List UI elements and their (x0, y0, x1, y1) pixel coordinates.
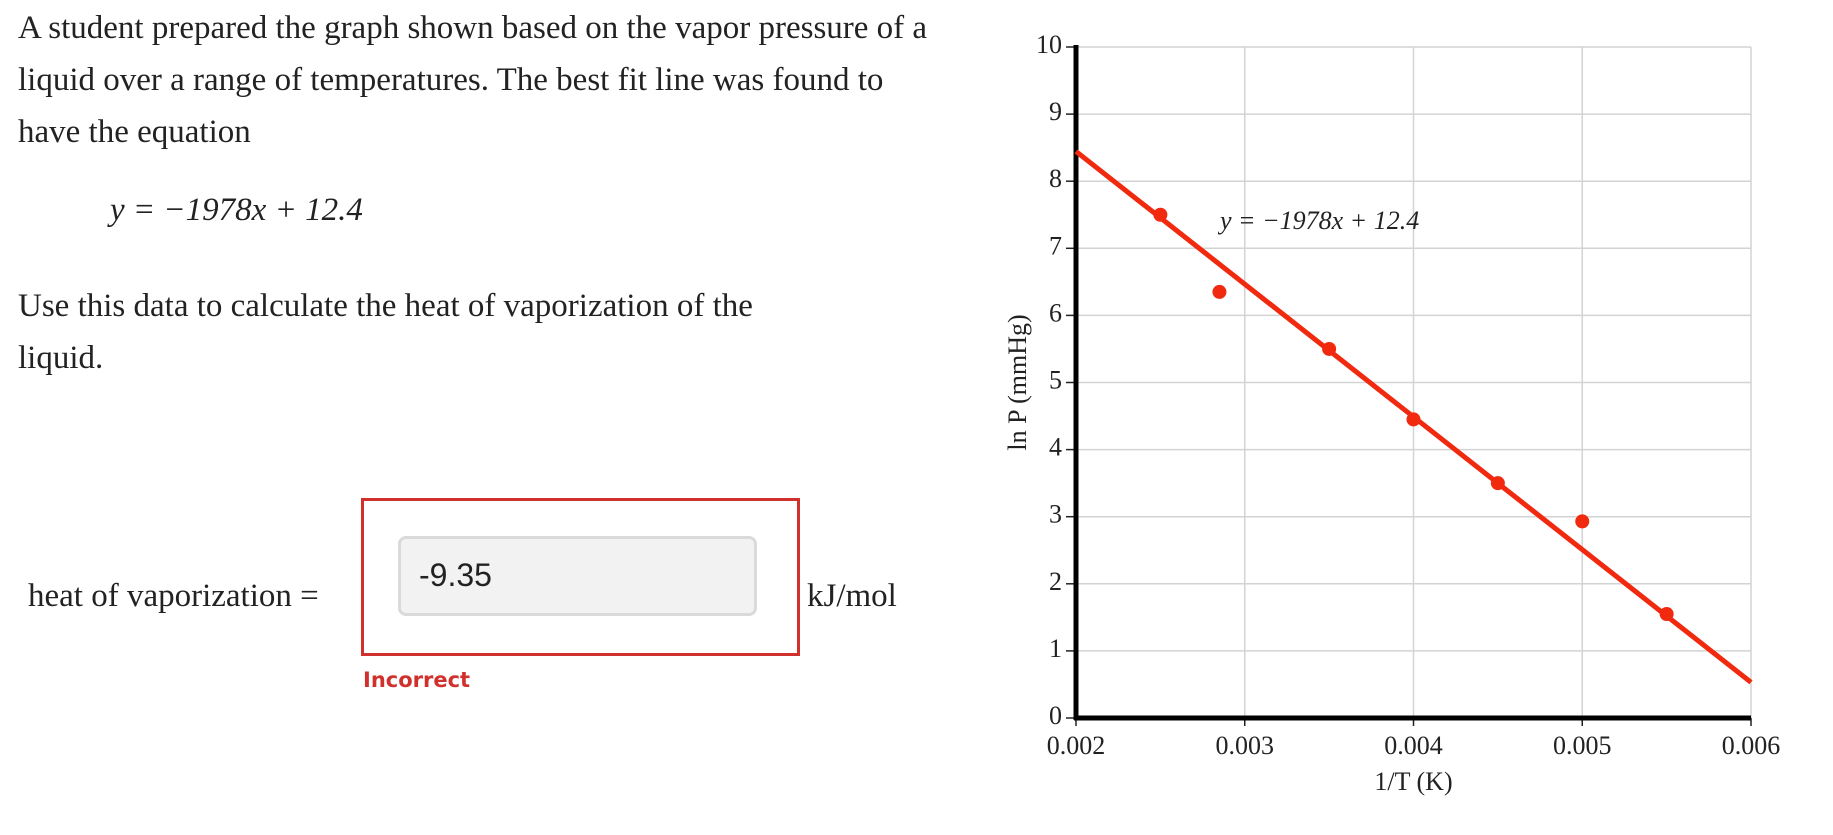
data-point (1212, 284, 1227, 299)
y-tick-label: 6 (1049, 298, 1062, 327)
y-tick-label: 7 (1049, 231, 1062, 260)
answer-unit: kJ/mol (807, 578, 897, 614)
x-tick-label: 0.005 (1553, 731, 1612, 760)
x-tick-label: 0.004 (1384, 731, 1443, 760)
equation-annotation: y = −1978x + 12.4 (1217, 206, 1419, 235)
data-point (1406, 412, 1421, 427)
x-tick-label: 0.002 (1047, 731, 1106, 760)
y-tick-label: 4 (1049, 433, 1062, 462)
equation: y = −1978x + 12.4 (110, 192, 363, 228)
data-point (1490, 476, 1505, 491)
y-tick-label: 8 (1049, 164, 1062, 193)
data-point (1575, 514, 1590, 529)
y-tick-label: 3 (1049, 500, 1062, 529)
y-tick-label: 10 (1036, 30, 1062, 59)
data-point (1153, 207, 1168, 222)
answer-frame (361, 498, 800, 656)
y-tick-label: 9 (1049, 97, 1062, 126)
feedback: Incorrect (363, 668, 471, 692)
y-tick-label: 5 (1049, 365, 1062, 394)
y-tick-label: 2 (1049, 567, 1062, 596)
y-axis-label: ln P (mmHg) (1003, 314, 1032, 450)
question-intro: A student prepared the graph shown based… (18, 10, 928, 150)
x-axis-label: 1/T (K) (1374, 767, 1452, 796)
answer-input[interactable]: -9.35 (398, 536, 757, 616)
y-tick-label: 1 (1049, 634, 1062, 663)
data-point (1322, 341, 1337, 356)
x-tick-label: 0.006 (1722, 731, 1781, 760)
question-prompt: Use this data to calculate the heat of v… (18, 288, 753, 376)
answer-label: heat of vaporization = (28, 578, 319, 614)
y-tick-label: 0 (1049, 701, 1062, 730)
data-point (1659, 606, 1674, 621)
x-tick-label: 0.003 (1216, 731, 1275, 760)
